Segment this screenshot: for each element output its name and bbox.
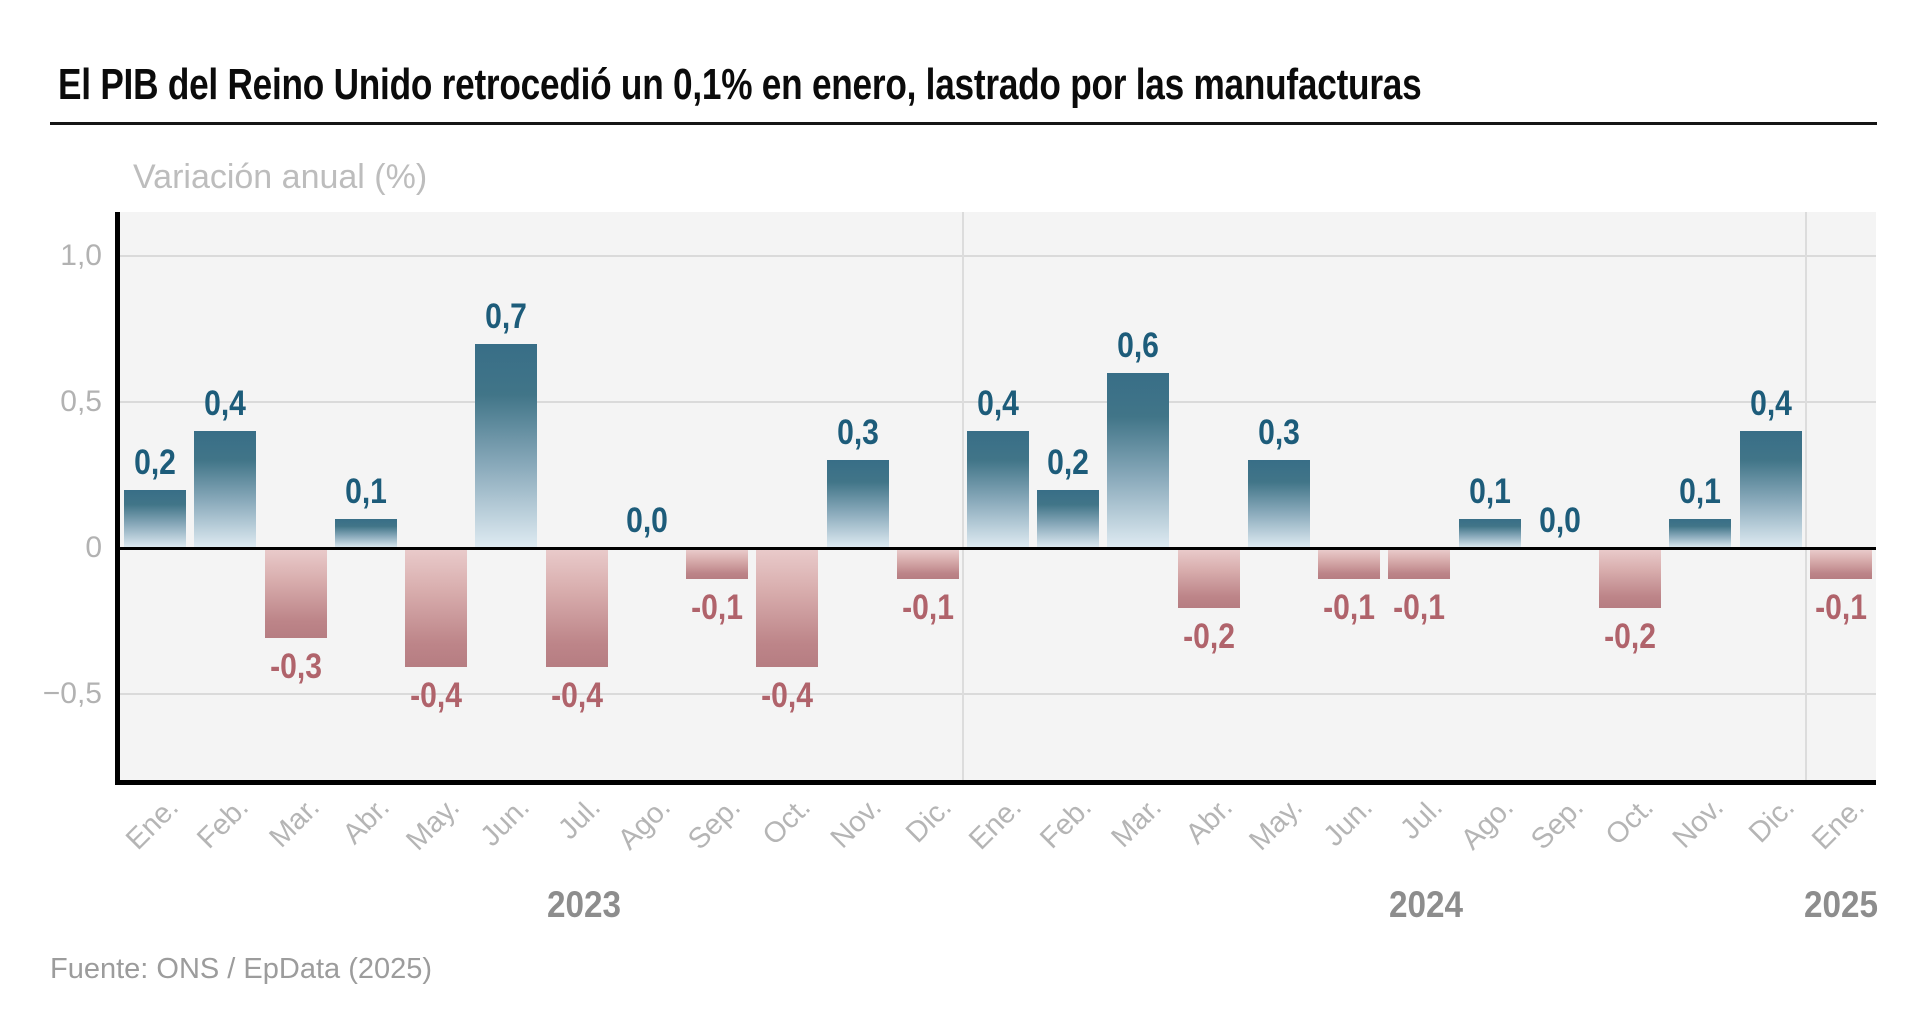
bar-value-label: 0,1 (1468, 471, 1511, 511)
bar-Oct.--0,2 (1599, 550, 1662, 609)
bar-May.--0,4 (405, 550, 468, 667)
bar-value-label: -0,1 (1323, 588, 1376, 628)
bar-value-label: 0,1 (344, 471, 387, 511)
zero-axis-line (120, 547, 1876, 550)
bar-value-label: -0,1 (901, 588, 954, 628)
gridline-−0,5 (120, 693, 1876, 695)
gridline-0,5 (120, 401, 1876, 403)
bar-Feb.-0,4 (194, 431, 257, 548)
bar-Sep.--0,1 (686, 550, 749, 580)
bar-value-label: -0,4 (761, 675, 814, 715)
bar-value-label: -0,2 (1604, 617, 1657, 657)
bar-value-label: -0,1 (1393, 588, 1446, 628)
chart-subtitle: Variación anual (%) (133, 158, 428, 196)
bar-Dic.--0,1 (896, 550, 959, 580)
bar-May.-0,3 (1247, 460, 1310, 548)
bar-value-label: -0,1 (691, 588, 743, 628)
bar-Ene.-0,2 (124, 489, 187, 548)
x-axis-spine (115, 780, 1876, 785)
chart-title: El PIB del Reino Unido retrocedió un 0,1… (58, 60, 1422, 109)
bar-Feb.-0,2 (1037, 489, 1100, 548)
bar-Jul.--0,4 (545, 550, 608, 667)
bar-value-label: 0,1 (1679, 471, 1722, 511)
y-axis-spine (115, 212, 120, 785)
bar-Jun.--0,1 (1318, 550, 1381, 580)
bar-Ago.-0,1 (1458, 518, 1521, 548)
bar-Nov.-0,3 (826, 460, 889, 548)
bar-Mar.-0,6 (1107, 372, 1170, 548)
bar-Nov.-0,1 (1669, 518, 1732, 548)
bar-value-label: -0,2 (1182, 617, 1235, 657)
bar-value-label: 0,4 (1749, 384, 1792, 424)
y-tick-label: 1,0 (60, 239, 102, 272)
bar-Abr.--0,2 (1177, 550, 1240, 609)
bar-value-label: 0,3 (1258, 413, 1300, 453)
year-label-2023: 2023 (546, 884, 621, 925)
y-tick-label: −0,5 (42, 677, 102, 710)
bar-Oct.--0,4 (756, 550, 819, 667)
bar-value-label: -0,3 (269, 646, 322, 686)
bar-value-label: 0,3 (836, 413, 879, 453)
bar-Jun.-0,7 (475, 343, 538, 548)
bar-value-label: 0,4 (977, 384, 1019, 424)
title-underline (50, 122, 1877, 125)
year-separator-line (961, 212, 964, 780)
bar-Ene.--0,1 (1809, 550, 1872, 580)
bar-value-label: 0,4 (204, 384, 247, 424)
bar-value-label: 0,0 (1538, 501, 1581, 540)
bar-Ene.-0,4 (967, 431, 1029, 548)
bar-value-label: 0,6 (1117, 325, 1160, 365)
gridline-1,0 (120, 255, 1876, 257)
bar-value-label: -0,4 (410, 675, 463, 715)
year-label-2025: 2025 (1803, 884, 1878, 925)
bar-value-label: 0,2 (134, 442, 177, 482)
bar-value-label: -0,1 (1814, 588, 1867, 628)
bar-Jul.--0,1 (1388, 550, 1451, 580)
y-tick-label: 0 (85, 531, 102, 564)
bar-value-label: 0,0 (625, 501, 668, 540)
year-label-2024: 2024 (1389, 884, 1464, 925)
source-note: Fuente: ONS / EpData (2025) (50, 953, 433, 985)
bar-value-label: 0,7 (485, 296, 528, 336)
bar-Abr.-0,1 (334, 518, 397, 548)
bar-Mar.--0,3 (264, 550, 327, 638)
bar-Dic.-0,4 (1739, 431, 1802, 548)
y-tick-label: 0,5 (60, 385, 102, 418)
year-separator-line (1804, 212, 1807, 780)
bar-value-label: -0,4 (550, 675, 603, 715)
bar-value-label: 0,2 (1047, 442, 1090, 482)
